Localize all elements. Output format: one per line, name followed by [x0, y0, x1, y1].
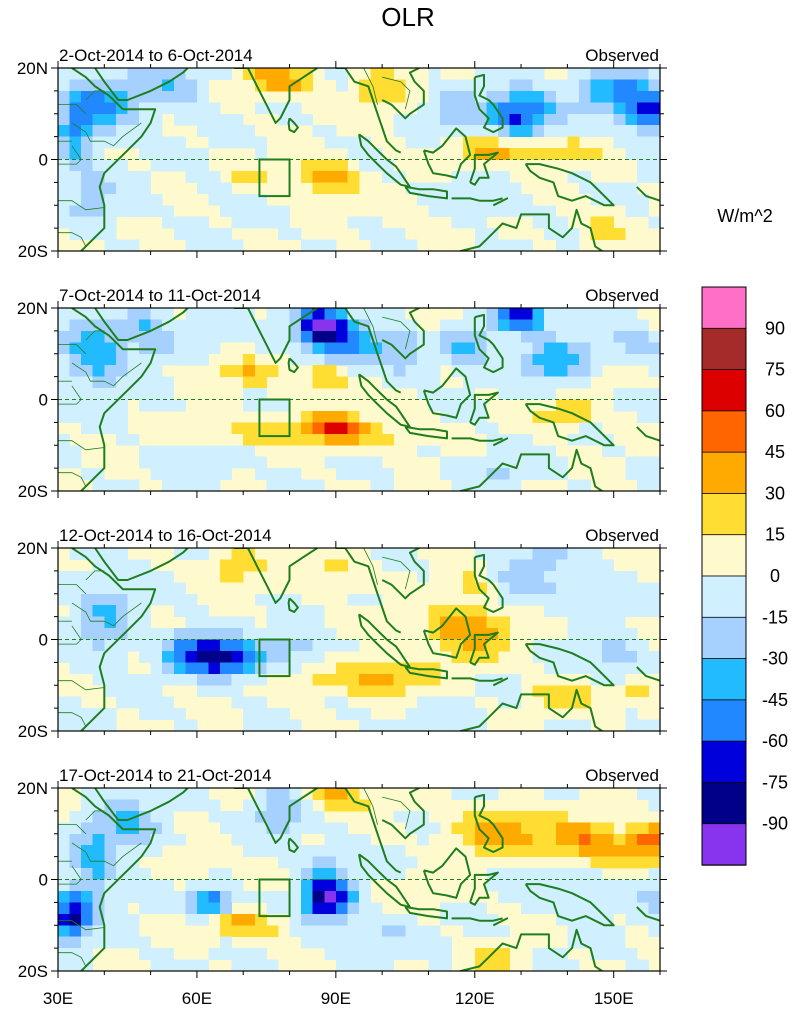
- colorbar-segment: [701, 740, 747, 784]
- panel-period: 2-Oct-2014 to 6-Oct-2014: [59, 46, 253, 65]
- panel-period: 7-Oct-2014 to 11-Oct-2014: [59, 286, 261, 305]
- lon-tick-label: 90E: [321, 989, 351, 1008]
- colorbar-label: -30: [762, 649, 788, 669]
- panel-period: 12-Oct-2014 to 16-Oct-2014: [59, 526, 272, 545]
- lon-tick-label: 150E: [594, 989, 634, 1008]
- colorbar-segment: [701, 534, 747, 577]
- panel-label: Observed: [585, 766, 659, 785]
- panel-label: Observed: [585, 286, 659, 305]
- olr-anomaly-field: [58, 788, 660, 971]
- longitude-axis: 30E 60E 90E 120E 150E: [43, 989, 634, 1008]
- lat-tick-label: 20S: [18, 962, 48, 981]
- lat-tick-label: 20N: [17, 299, 48, 318]
- colorbar-segment: [701, 575, 747, 618]
- country-borders: [58, 68, 411, 247]
- country-borders: [58, 308, 411, 487]
- lat-tick-label: 0: [39, 391, 48, 410]
- colorbar-units: W/m^2: [717, 206, 772, 226]
- lat-tick-label: 0: [39, 871, 48, 890]
- lat-tick-label: 0: [39, 631, 48, 650]
- colorbar-label: -60: [762, 731, 788, 751]
- lon-tick-label: 30E: [43, 989, 73, 1008]
- colorbar-segment: [701, 616, 747, 660]
- colorbar-segment: [701, 823, 747, 866]
- colorbar-segment: [701, 699, 747, 742]
- olr-anomaly-field: [58, 308, 660, 491]
- colorbar-segment: [701, 782, 747, 825]
- colorbar: 90 75 60 45 30 15 0 -15 -30 -45 -60 -75 -90: [701, 286, 788, 866]
- map-panel: 20N 0 20S 12-Oct-2014 to 16-Oct-2014 Observe…: [17, 526, 667, 741]
- lat-tick-label: 20S: [18, 482, 48, 501]
- lat-tick-label: 0: [39, 151, 48, 170]
- colorbar-label: 45: [765, 442, 785, 462]
- colorbar-label: -75: [762, 772, 788, 792]
- lat-tick-label: 20S: [18, 242, 48, 261]
- map-panel: 20N 0 20S 7-Oct-2014 to 11-Oct-2014 Observed: [17, 286, 667, 501]
- colorbar-label: 30: [765, 483, 785, 503]
- lon-tick-label: 120E: [455, 989, 495, 1008]
- reference-box: [258, 158, 291, 198]
- coastlines: [71, 308, 660, 491]
- colorbar-label: 0: [770, 566, 780, 586]
- colorbar-label: 75: [765, 360, 785, 380]
- figure-title: OLR: [381, 2, 434, 32]
- panel-period: 17-Oct-2014 to 21-Oct-2014: [59, 766, 272, 785]
- country-borders: [58, 788, 411, 967]
- panel-label: Observed: [585, 46, 659, 65]
- colorbar-segment: [701, 286, 747, 329]
- colorbar-segment: [701, 410, 747, 453]
- colorbar-label: 60: [765, 401, 785, 421]
- reference-box: [258, 638, 291, 678]
- reference-box: [258, 398, 291, 438]
- lat-tick-label: 20S: [18, 722, 48, 741]
- map-panel: 20N 0 20S 17-Oct-2014 to 21-Oct-2014 Observe…: [17, 766, 667, 981]
- lon-tick-label: 60E: [182, 989, 212, 1008]
- country-borders: [58, 548, 411, 727]
- lat-tick-label: 20N: [17, 539, 48, 558]
- colorbar-segment: [701, 658, 747, 701]
- colorbar-segment: [701, 369, 747, 412]
- colorbar-segment: [701, 327, 747, 371]
- map-panel: 20N 0 20S 2-Oct-2014 to 6-Oct-2014 Observed: [17, 46, 667, 261]
- colorbar-segment: [701, 493, 747, 536]
- colorbar-label: 15: [765, 525, 785, 545]
- panel-label: Observed: [585, 526, 659, 545]
- colorbar-label: -90: [762, 814, 788, 834]
- colorbar-segment: [701, 451, 747, 495]
- colorbar-label: -15: [762, 607, 788, 627]
- lat-tick-label: 20N: [17, 59, 48, 78]
- colorbar-label: 90: [765, 318, 785, 338]
- lat-tick-label: 20N: [17, 779, 48, 798]
- reference-box: [258, 878, 291, 918]
- colorbar-label: -45: [762, 690, 788, 710]
- olr-anomaly-field: [58, 548, 660, 731]
